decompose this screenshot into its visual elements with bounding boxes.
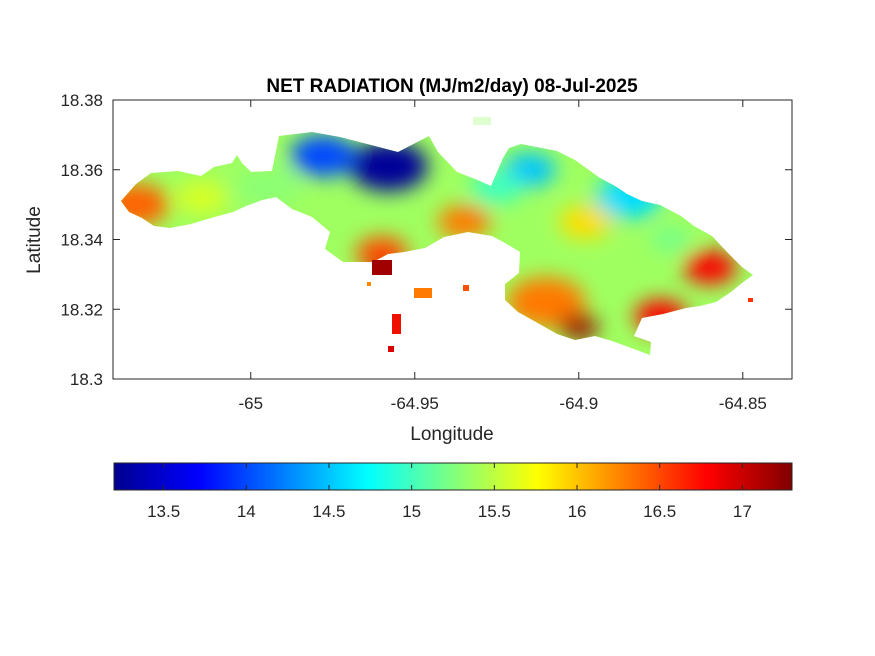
x-tick-label: -64.9 [559, 394, 598, 413]
chart-title: NET RADIATION (MJ/m2/day) 08-Jul-2025 [266, 76, 638, 97]
value-blob [121, 183, 169, 226]
y-tick-label: 18.38 [60, 91, 103, 110]
y-axis: 18.3 18.32 18.34 18.36 18.38 [60, 91, 792, 389]
value-blob [349, 141, 428, 192]
y-axis-label: Latitude [24, 206, 45, 274]
y-tick-label: 18.3 [70, 370, 103, 389]
small-cays [367, 117, 753, 352]
x-tick-label: -64.85 [719, 394, 767, 413]
value-blob [290, 134, 356, 177]
cay [367, 282, 371, 286]
value-blob [437, 205, 491, 239]
cay [388, 346, 394, 352]
cay [372, 260, 392, 275]
cay [748, 298, 753, 302]
y-tick-label: 18.34 [60, 231, 103, 250]
colorbar-tick-label: 16.5 [643, 502, 676, 521]
cay [392, 314, 401, 334]
colorbar-tick-label: 14.5 [312, 502, 345, 521]
y-tick-label: 18.36 [60, 161, 103, 180]
colorbar-tick-label: 16 [568, 502, 587, 521]
x-axis-label: Longitude [410, 424, 493, 445]
colorbar [113, 462, 793, 491]
value-blob [559, 314, 599, 340]
colorbar-tick-label: 13.5 [147, 502, 180, 521]
x-axis: -65 -64.95 -64.9 -64.85 [238, 100, 767, 413]
colorbar-tick-label: 17 [733, 502, 752, 521]
y-tick-label: 18.32 [60, 300, 103, 319]
colorbar-tick-label: 15.5 [478, 502, 511, 521]
value-blob [506, 277, 586, 328]
x-tick-label: -65 [238, 394, 263, 413]
colorbar-tick-label: 14 [237, 502, 256, 521]
value-blob [683, 250, 737, 285]
x-tick-label: -64.95 [391, 394, 439, 413]
value-blob [650, 226, 691, 253]
value-blob [175, 180, 228, 215]
value-blob [559, 205, 612, 239]
cay [414, 288, 432, 298]
cay [473, 117, 491, 125]
value-blob [234, 166, 300, 209]
colorbar-ticks: 13.5 14 14.5 15 15.5 16 16.5 17 [147, 463, 752, 521]
colorbar-tick-label: 15 [402, 502, 421, 521]
cay [463, 285, 469, 291]
